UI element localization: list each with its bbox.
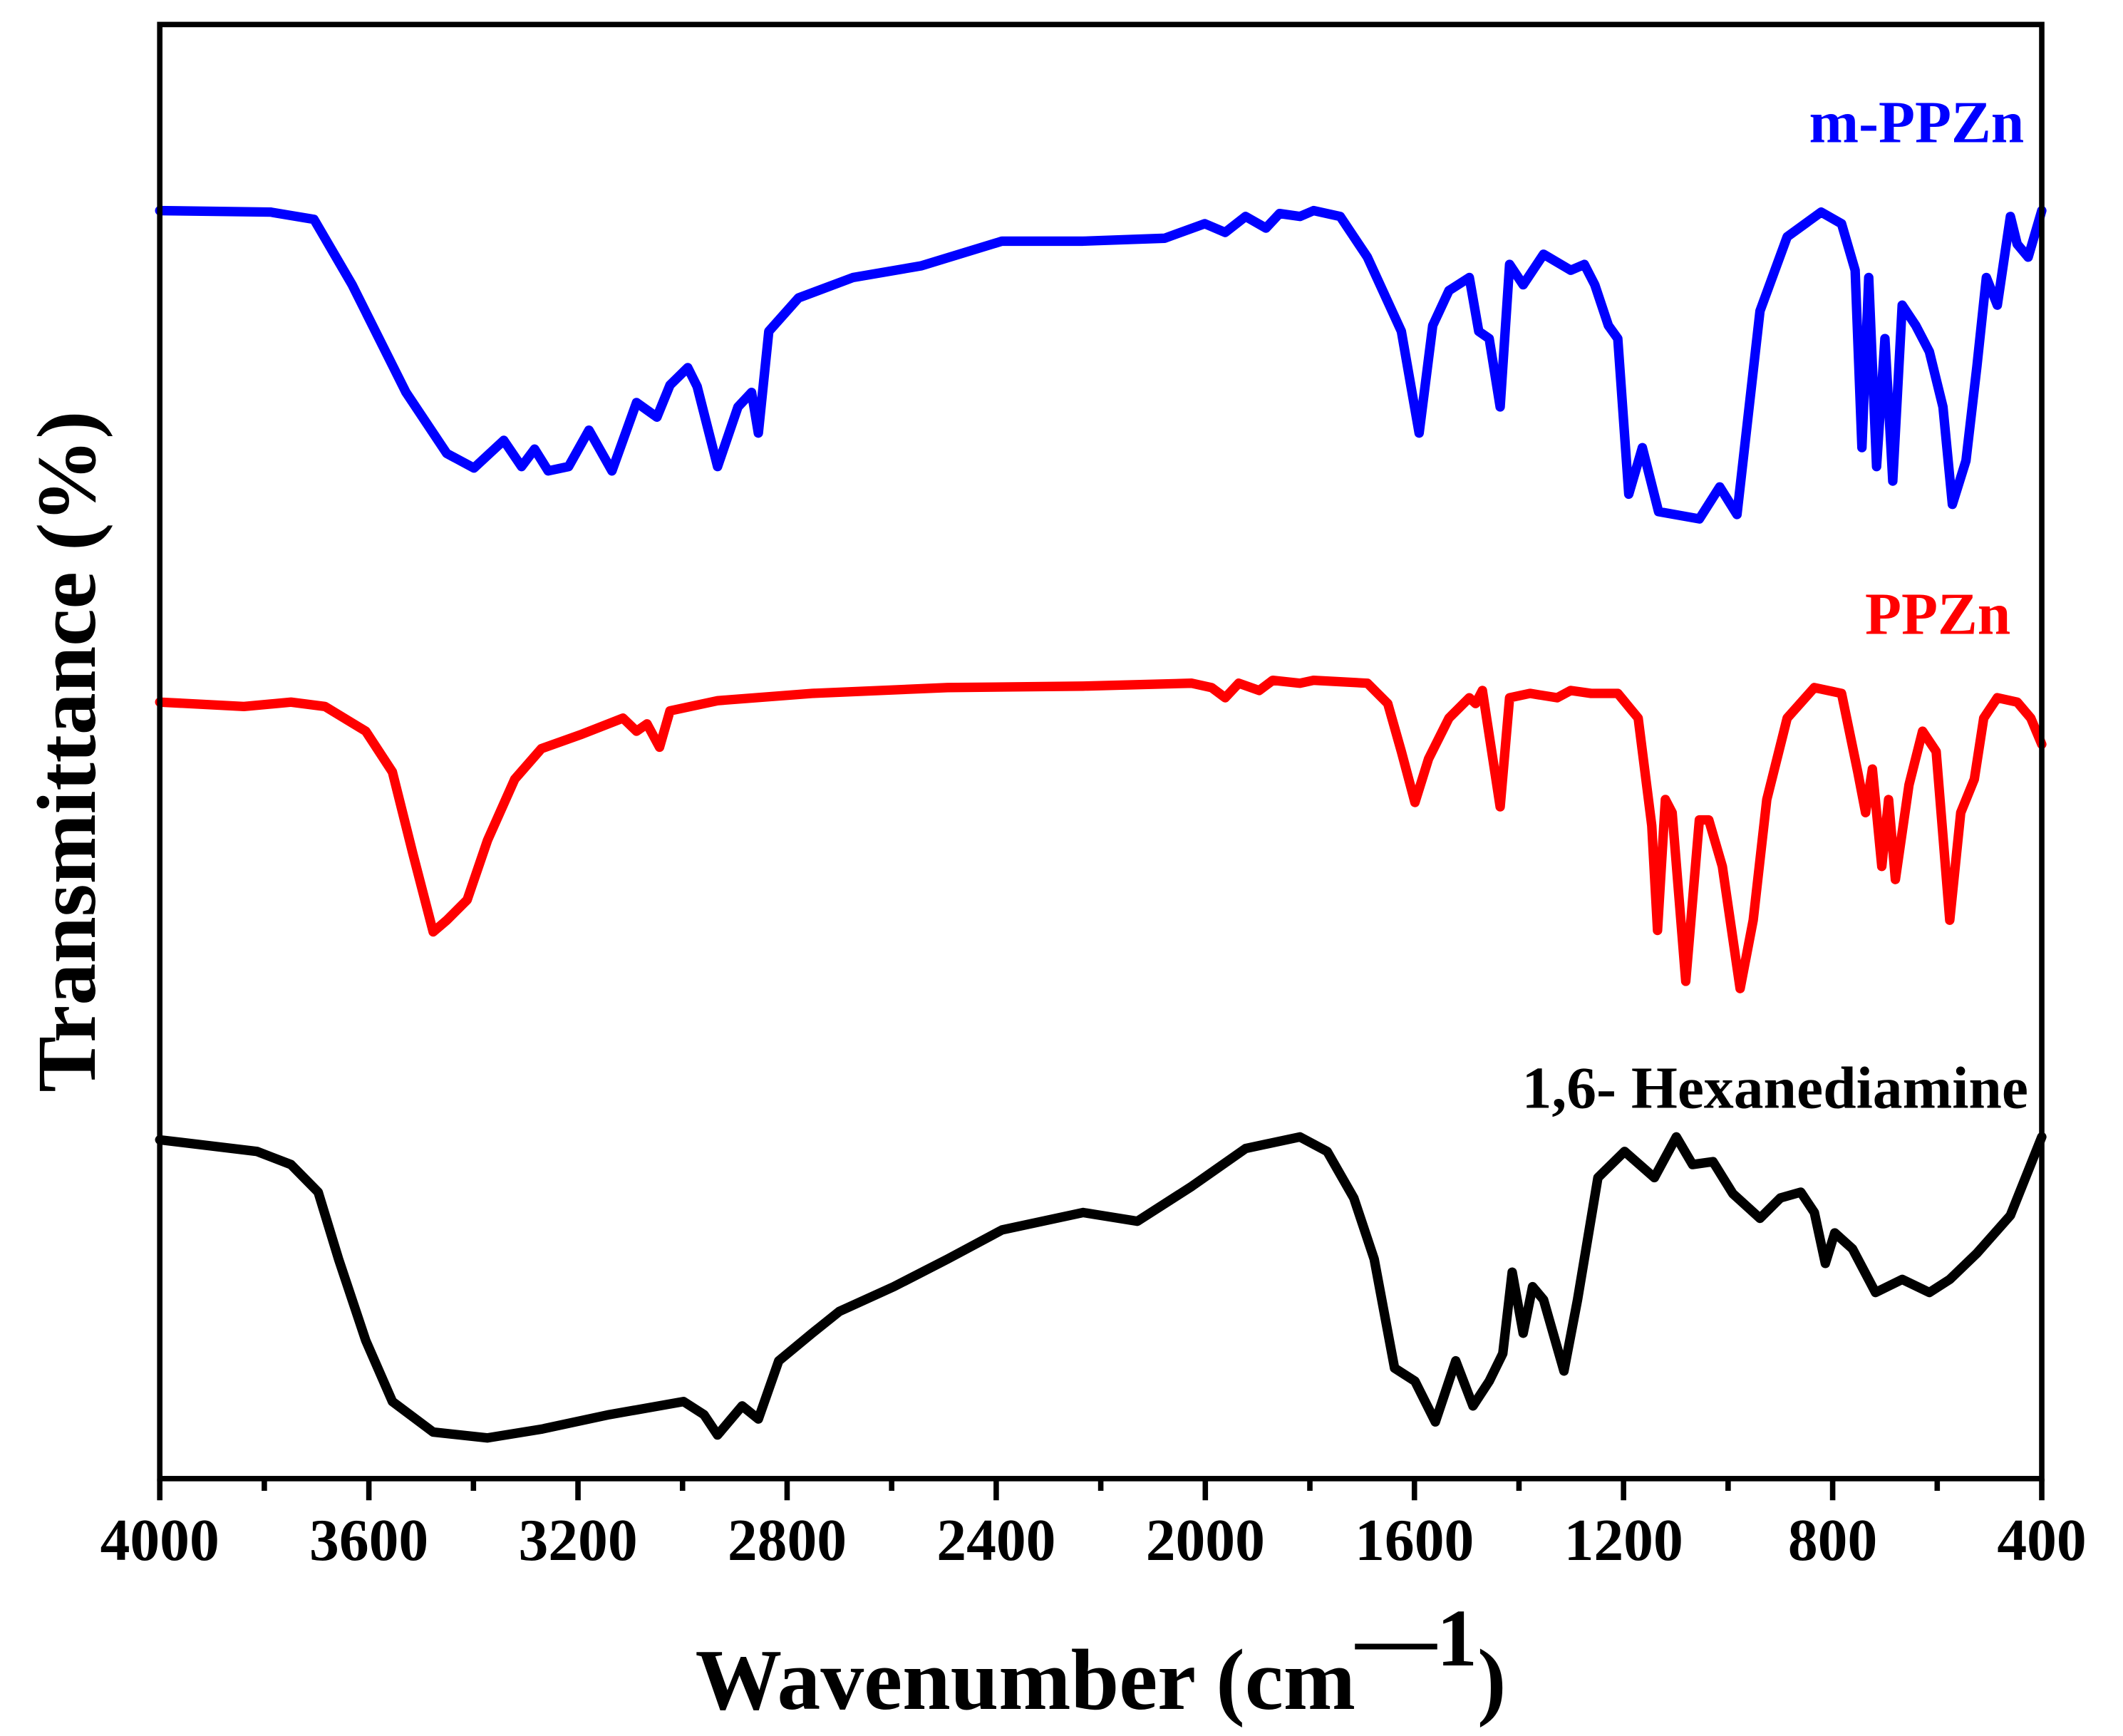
x-tick-label: 4000 xyxy=(100,1508,219,1574)
x-tick-label: 3600 xyxy=(309,1508,428,1574)
x-tick-label: 1600 xyxy=(1355,1508,1474,1574)
x-tick-label: 3200 xyxy=(518,1508,637,1574)
x-tick-label: 1200 xyxy=(1564,1508,1683,1574)
spectrum-line xyxy=(155,675,2047,993)
series-label: PPZn xyxy=(1865,582,2010,647)
y-axis-label: Transmittance (%) xyxy=(21,410,113,1092)
spectrum-line xyxy=(155,1132,2047,1443)
series-label: m-PPZn xyxy=(1809,91,2025,156)
x-axis-label-end: ) xyxy=(1477,1633,1507,1728)
x-axis-label-main: Wavenumber (cm xyxy=(696,1633,1355,1728)
x-axis-label: Wavenumber (cm—1) xyxy=(696,1593,1507,1728)
spectrum-line xyxy=(155,205,2047,524)
x-tick-label: 800 xyxy=(1788,1508,1877,1574)
x-tick-label: 2400 xyxy=(936,1508,1055,1574)
x-tick-label: 2800 xyxy=(728,1508,847,1574)
x-axis-label-sup: —1 xyxy=(1355,1593,1477,1683)
x-tick-label: 400 xyxy=(1997,1508,2086,1574)
series-label: 1,6- Hexanediamine xyxy=(1522,1055,2028,1121)
x-tick-label: 2000 xyxy=(1146,1508,1265,1574)
